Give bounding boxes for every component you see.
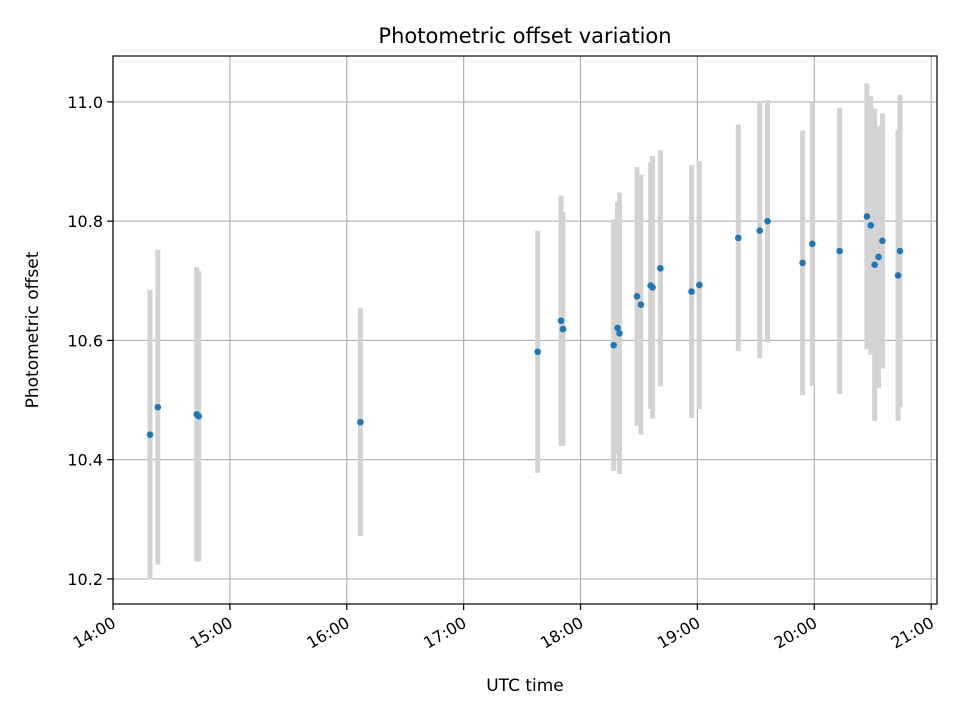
x-tick-label: 21:00 bbox=[888, 613, 937, 653]
data-point bbox=[688, 288, 695, 295]
data-point bbox=[649, 284, 656, 291]
y-tick-label: 10.4 bbox=[67, 451, 103, 470]
x-tick-label: 20:00 bbox=[771, 613, 820, 653]
data-point bbox=[756, 227, 764, 235]
y-axis-label: Photometric offset bbox=[23, 251, 43, 408]
y-axis-ticks: 10.2 10.4 10.6 10.8 11.0 bbox=[67, 93, 113, 589]
data-point bbox=[836, 247, 843, 255]
data-point bbox=[863, 213, 871, 220]
data-point bbox=[195, 412, 203, 420]
data-point bbox=[557, 317, 565, 325]
data-point bbox=[879, 237, 886, 245]
y-tick-label: 10.2 bbox=[67, 570, 103, 589]
chart-title: Photometric offset variation bbox=[378, 24, 671, 48]
data-point bbox=[799, 259, 806, 267]
data-point bbox=[896, 247, 904, 255]
data-point bbox=[696, 281, 703, 289]
data-point bbox=[809, 240, 816, 248]
data-point bbox=[735, 234, 742, 242]
data-point bbox=[357, 418, 364, 426]
data-point bbox=[867, 222, 875, 229]
x-axis-label: UTC time bbox=[486, 676, 564, 696]
data-point bbox=[616, 329, 623, 337]
data-point bbox=[875, 253, 882, 261]
data-point bbox=[657, 264, 664, 272]
y-tick-label: 10.6 bbox=[67, 331, 103, 350]
data-point bbox=[764, 217, 771, 225]
data-point bbox=[614, 324, 621, 332]
x-tick-label: 18:00 bbox=[537, 613, 586, 653]
data-point bbox=[637, 301, 645, 308]
data-point bbox=[633, 293, 641, 300]
data-point bbox=[871, 261, 878, 269]
data-point bbox=[154, 403, 162, 411]
y-tick-label: 11.0 bbox=[67, 93, 103, 112]
error-bars bbox=[147, 83, 903, 580]
x-tick-label: 16:00 bbox=[303, 613, 352, 653]
x-tick-label: 19:00 bbox=[654, 613, 703, 653]
data-point bbox=[559, 325, 567, 333]
y-tick-label: 10.8 bbox=[67, 212, 103, 231]
x-tick-label: 17:00 bbox=[420, 613, 469, 653]
data-points bbox=[146, 213, 904, 438]
x-axis-ticks: 14:00 15:00 16:00 17:00 18:00 19:00 20:00 21:00 bbox=[70, 604, 937, 653]
x-tick-label: 15:00 bbox=[186, 613, 235, 653]
plot-frame bbox=[112, 55, 938, 605]
x-tick-label: 14:00 bbox=[70, 613, 119, 653]
data-point bbox=[146, 431, 154, 438]
data-point bbox=[534, 348, 541, 356]
data-point bbox=[894, 272, 902, 279]
data-point bbox=[610, 341, 617, 349]
